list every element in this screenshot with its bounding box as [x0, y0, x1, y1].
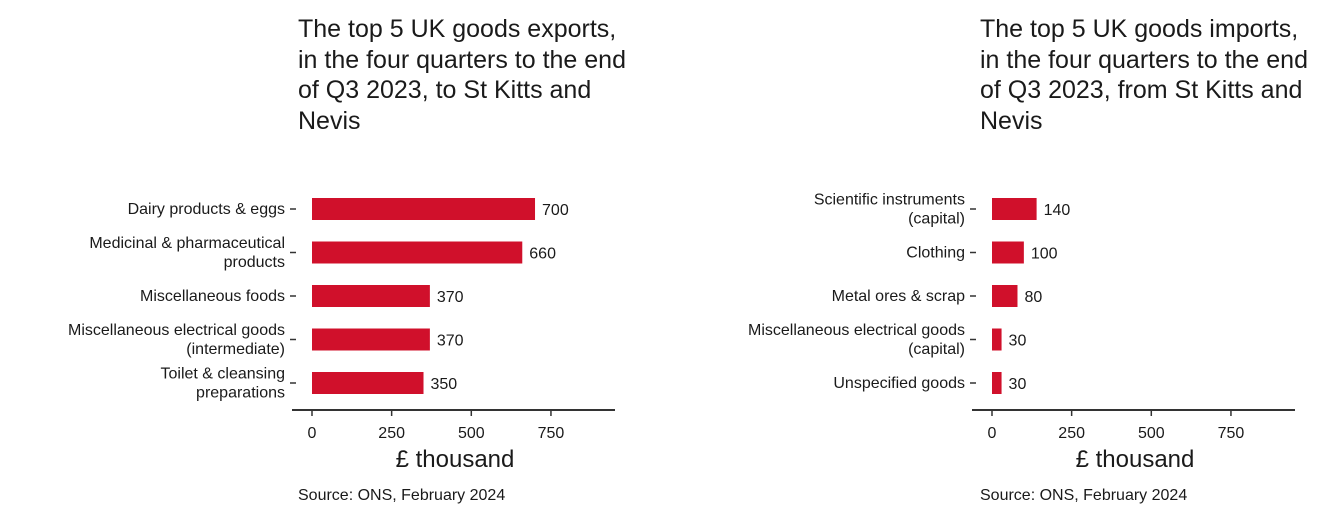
- data-label: 30: [1009, 376, 1027, 393]
- bar: [992, 328, 1002, 351]
- category-label: Dairy products & eggs: [128, 201, 285, 218]
- x-tick-label: 500: [458, 425, 485, 442]
- bar: [312, 328, 430, 351]
- category-label: Miscellaneous foods: [140, 288, 285, 305]
- bar: [312, 241, 523, 264]
- category-label: Medicinal & pharmaceutical products: [89, 235, 285, 271]
- category-label: Miscellaneous electrical goods (capital): [748, 322, 965, 358]
- category-label: Unspecified goods: [833, 375, 965, 392]
- imports-chart-panel: The top 5 UK goods imports, in the four …: [660, 0, 1319, 510]
- category-label: Metal ores & scrap: [832, 288, 965, 305]
- x-tick-label: 0: [308, 425, 317, 442]
- exports-chart-panel: The top 5 UK goods exports, in the four …: [68, 15, 626, 504]
- bar: [992, 372, 1002, 394]
- category-label: Clothing: [906, 245, 965, 262]
- category-label: Scientific instruments (capital): [814, 192, 965, 228]
- chart-title: The top 5 UK goods imports, in the four …: [980, 15, 1308, 135]
- bar: [992, 285, 1018, 307]
- bar: [992, 241, 1024, 264]
- category-label: Miscellaneous electrical goods (intermedi…: [68, 322, 285, 358]
- category-label: Toilet & cleansing preparations: [160, 366, 285, 402]
- data-label: 350: [431, 376, 458, 393]
- source-note: Source: ONS, February 2024: [298, 487, 506, 504]
- data-label: 700: [542, 202, 569, 219]
- x-axis-label: £ thousand: [395, 446, 515, 473]
- bar: [312, 372, 424, 394]
- x-tick-label: 250: [1058, 425, 1085, 442]
- source-note: Source: ONS, February 2024: [980, 487, 1188, 504]
- bar: [992, 198, 1037, 220]
- data-label: 140: [1044, 202, 1071, 219]
- data-label: 30: [1009, 333, 1027, 350]
- exports-bar-chart: 0 250 500 750 Dairy products & eggs 700 Medici…: [68, 198, 615, 442]
- imports-bar-chart: 0 250 500 750 Scientific instruments (capital…: [748, 192, 1295, 442]
- data-label: 370: [437, 289, 464, 306]
- x-tick-label: 500: [1138, 425, 1165, 442]
- data-label: 660: [529, 246, 556, 263]
- x-tick-label: 750: [1218, 425, 1245, 442]
- bar: [312, 198, 536, 220]
- x-tick-label: 250: [378, 425, 405, 442]
- x-tick-label: 0: [988, 425, 997, 442]
- x-axis-label: £ thousand: [1075, 446, 1195, 473]
- chart-title: The top 5 UK goods exports, in the four …: [298, 15, 626, 135]
- bar: [312, 285, 430, 307]
- data-label: 370: [437, 333, 464, 350]
- x-tick-label: 750: [538, 425, 565, 442]
- data-label: 80: [1024, 289, 1042, 306]
- data-label: 100: [1031, 246, 1058, 263]
